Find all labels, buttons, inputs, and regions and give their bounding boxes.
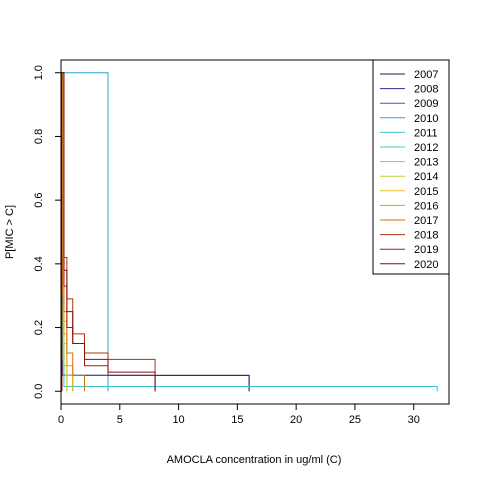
legend-box xyxy=(372,59,450,275)
y-tick-label: 0.8 xyxy=(33,129,45,144)
x-tick-label: 25 xyxy=(349,414,361,426)
legend-label-2016: 2016 xyxy=(414,200,438,212)
x-tick-label: 0 xyxy=(58,414,64,426)
series-group xyxy=(61,72,438,392)
y-axis: 0.0 0.2 0.4 0.6 0.8 1.0 xyxy=(33,65,61,399)
x-tick-label: 20 xyxy=(290,414,302,426)
legend-label-2008: 2008 xyxy=(414,84,438,96)
x-axis-label: AMOCLA concentration in ug/ml (C) xyxy=(167,454,342,466)
legend-label-2017: 2017 xyxy=(414,215,438,227)
series-line-2008 xyxy=(61,72,250,392)
y-tick-label: 0.2 xyxy=(33,320,45,335)
x-axis: 0 5 10 15 20 25 30 xyxy=(58,404,420,426)
legend-label-2012: 2012 xyxy=(414,142,438,154)
y-axis-label: P[MIC > C] xyxy=(4,205,16,259)
y-tick-label: 1.0 xyxy=(33,65,45,80)
legend-label-2013: 2013 xyxy=(414,157,438,169)
legend-label-2009: 2009 xyxy=(414,98,438,110)
series-line-2020 xyxy=(61,72,156,392)
legend-label-2010: 2010 xyxy=(414,113,438,125)
y-tick-label: 0.4 xyxy=(33,256,45,271)
x-tick-label: 10 xyxy=(172,414,184,426)
series-line-2007 xyxy=(61,72,250,392)
y-tick-label: 0.6 xyxy=(33,192,45,207)
legend-label-2007: 2007 xyxy=(414,69,438,81)
x-tick-label: 5 xyxy=(117,414,123,426)
legend-label-2018: 2018 xyxy=(414,230,438,242)
legend: 2007 2008 2009 2010 2011 2012 2013 2014 2015 2016… xyxy=(372,59,450,275)
legend-label-2020: 2020 xyxy=(414,259,438,271)
x-tick-label: 30 xyxy=(408,414,420,426)
legend-label-2015: 2015 xyxy=(414,186,438,198)
legend-label-2014: 2014 xyxy=(414,171,438,183)
legend-label-2019: 2019 xyxy=(414,244,438,256)
legend-label-2011: 2011 xyxy=(414,127,438,139)
x-tick-label: 15 xyxy=(231,414,243,426)
y-tick-label: 0.0 xyxy=(33,384,45,399)
